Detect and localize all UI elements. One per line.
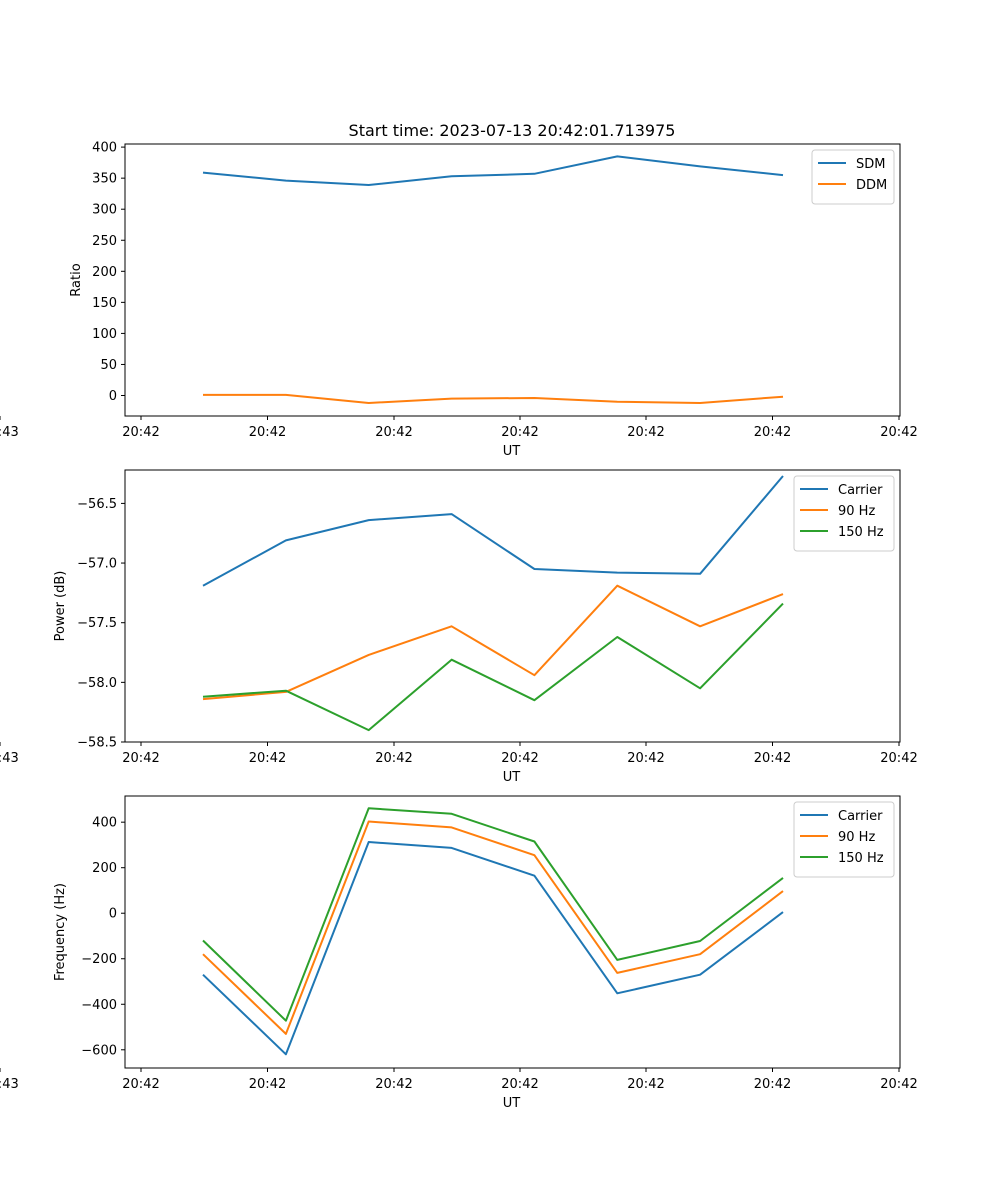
x-tick-label: 20:42 bbox=[501, 425, 538, 440]
y-tick-label: −56.5 bbox=[77, 497, 117, 512]
plot-frame bbox=[124, 795, 901, 1069]
x-tick-label: 20:42 bbox=[501, 751, 538, 766]
y-tick-label: 400 bbox=[92, 141, 117, 156]
x-tick-label: 20:42 bbox=[249, 751, 286, 766]
x-tick-label: 20:42 bbox=[754, 751, 791, 766]
x-axis-label: UT bbox=[503, 444, 521, 459]
y-tick-label: −200 bbox=[81, 952, 117, 967]
y-axis-label: Ratio bbox=[69, 263, 84, 296]
plot-frame bbox=[124, 143, 901, 417]
plot-frame bbox=[124, 469, 901, 743]
x-tick-label: 20:42 bbox=[375, 751, 412, 766]
y-tick-label: −57.5 bbox=[77, 616, 117, 631]
y-tick-label: 0 bbox=[109, 907, 117, 922]
x-tick-label: 20:42 bbox=[627, 425, 664, 440]
y-tick-label: 350 bbox=[92, 172, 117, 187]
x-tick-label: 20:43 bbox=[0, 751, 19, 766]
x-tick-label: 20:42 bbox=[880, 1077, 917, 1092]
x-tick-label: 20:42 bbox=[122, 751, 159, 766]
x-tick-label: 20:42 bbox=[375, 1077, 412, 1092]
legend: SDM DDM bbox=[811, 149, 895, 205]
x-tick-label: 20:42 bbox=[122, 425, 159, 440]
x-tick-label: 20:42 bbox=[122, 1077, 159, 1092]
x-tick-label: 20:42 bbox=[880, 425, 917, 440]
y-tick-label: 100 bbox=[92, 327, 117, 342]
x-tick-label: 20:42 bbox=[627, 1077, 664, 1092]
x-tick-label: 20:42 bbox=[754, 1077, 791, 1092]
y-tick-label: 250 bbox=[92, 234, 117, 249]
legend-box bbox=[793, 475, 895, 552]
y-tick-label: −57.0 bbox=[77, 557, 117, 572]
series-line-sdm bbox=[202, 155, 784, 186]
legend-label: Carrier bbox=[838, 809, 883, 824]
x-tick-label: 20:42 bbox=[880, 751, 917, 766]
legend-label: 90 Hz bbox=[838, 830, 875, 845]
chart-title: Start time: 2023-07-13 20:42:01.713975 bbox=[349, 121, 676, 140]
y-axis-label: Power (dB) bbox=[53, 571, 68, 642]
x-tick-label: 20:43 bbox=[0, 1077, 19, 1092]
legend: Carrier 90 Hz 150 Hz bbox=[793, 801, 895, 878]
legend-label: 150 Hz bbox=[838, 525, 884, 540]
y-tick-label: −600 bbox=[81, 1043, 117, 1058]
series-line-ddm bbox=[203, 393, 784, 404]
x-axis-label: UT bbox=[503, 770, 521, 785]
y-axis-label: Frequency (Hz) bbox=[53, 883, 68, 981]
y-tick-label: −400 bbox=[81, 998, 117, 1013]
x-tick-label: 20:42 bbox=[375, 425, 412, 440]
legend-label: 150 Hz bbox=[838, 851, 884, 866]
x-tick-label: 20:42 bbox=[754, 425, 791, 440]
frequency-panel: −600 −400 −200 0 200 400 20:42 20:42 20:42 20:42 2… bbox=[0, 795, 918, 1111]
y-tick-label: 200 bbox=[92, 265, 117, 280]
y-tick-label: 150 bbox=[92, 296, 117, 311]
y-tick-label: 400 bbox=[92, 816, 117, 831]
x-axis-label: UT bbox=[503, 1096, 521, 1111]
y-tick-label: 0 bbox=[109, 389, 117, 404]
x-tick-label: 20:42 bbox=[627, 751, 664, 766]
legend-label: Carrier bbox=[838, 483, 883, 498]
y-tick-label: 300 bbox=[92, 203, 117, 218]
x-tick-label: 20:43 bbox=[0, 425, 19, 440]
y-tick-label: 50 bbox=[100, 358, 117, 373]
series-line-150-hz bbox=[202, 602, 784, 732]
series-line-90-hz bbox=[202, 820, 784, 1035]
legend-label: SDM bbox=[856, 157, 885, 172]
series-line-carrier bbox=[202, 475, 784, 587]
legend: Carrier 90 Hz 150 Hz bbox=[793, 475, 895, 552]
series-line-carrier bbox=[202, 841, 784, 1056]
legend-label: DDM bbox=[856, 178, 887, 193]
x-tick-label: 20:42 bbox=[249, 425, 286, 440]
legend-label: 90 Hz bbox=[838, 504, 875, 519]
y-tick-label: −58.5 bbox=[77, 736, 117, 751]
y-tick-label: 200 bbox=[92, 861, 117, 876]
series-line-150-hz bbox=[202, 807, 784, 1022]
power-panel: −58.5 −58.0 −57.5 −57.0 −56.5 20:42 20:42 20:42… bbox=[0, 469, 918, 785]
legend-box bbox=[793, 801, 895, 878]
x-tick-label: 20:42 bbox=[249, 1077, 286, 1092]
y-tick-label: −58.0 bbox=[77, 676, 117, 691]
ratio-panel: 0 50 100 150 200 250 300 350 400 20:42 20:42 20:42 2… bbox=[0, 141, 918, 459]
x-tick-label: 20:42 bbox=[501, 1077, 538, 1092]
series-line-90-hz bbox=[202, 584, 784, 701]
